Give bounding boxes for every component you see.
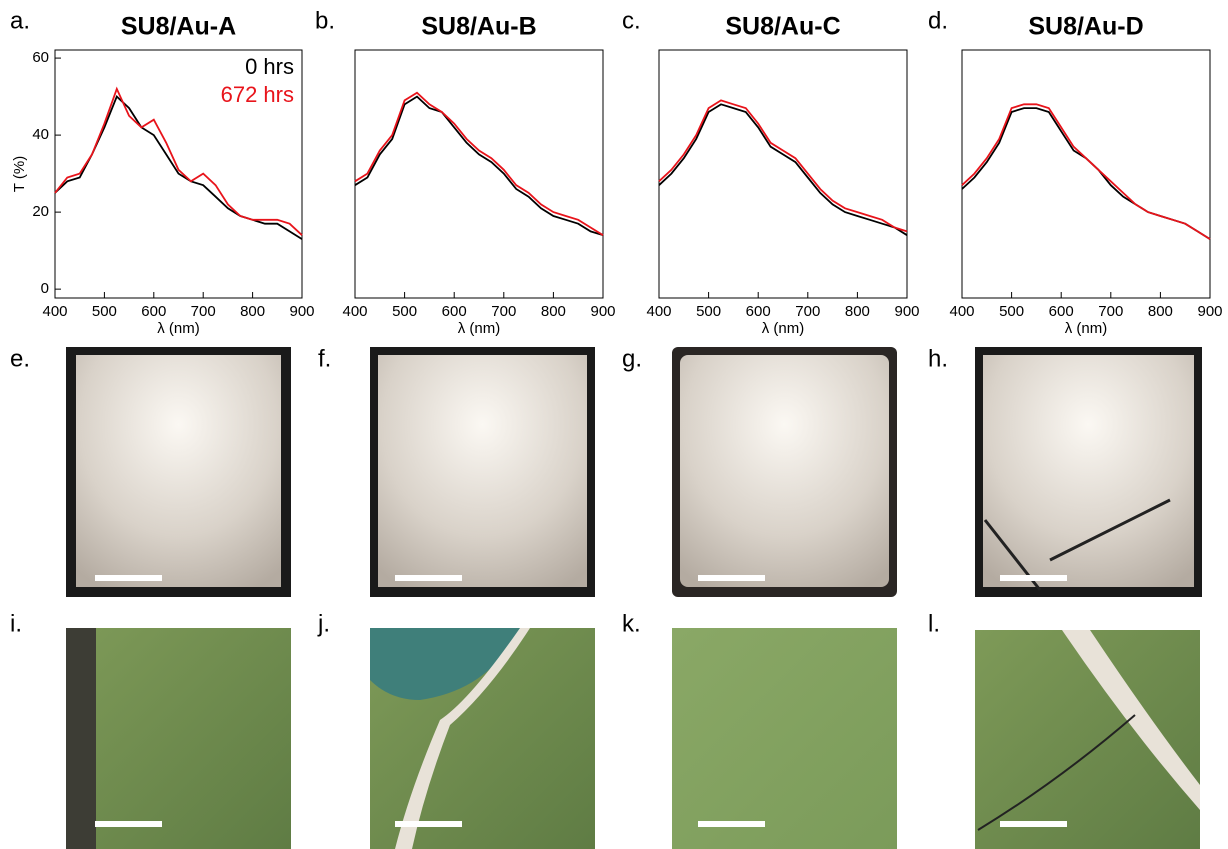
panel-label: g. <box>622 345 642 372</box>
chart-title: SU8/Au-D <box>1028 13 1143 41</box>
panel-label: a. <box>10 7 30 34</box>
photo-g-inner <box>680 355 889 587</box>
scale-bar <box>698 575 765 581</box>
plot-frame <box>961 49 1211 299</box>
x-tick-label: 500 <box>392 303 417 320</box>
x-tick-label: 800 <box>1148 303 1173 320</box>
plot-frame <box>658 49 908 299</box>
series-line <box>54 86 303 236</box>
x-tick-label: 900 <box>289 303 314 320</box>
photo-l-fold <box>977 714 1136 831</box>
photo-e-inner <box>76 355 281 587</box>
photo-l-crack <box>1062 630 1200 810</box>
scale-bar <box>95 821 162 827</box>
x-tick-label: 500 <box>696 303 721 320</box>
photo-h-inner <box>983 355 1194 587</box>
panel-label: e. <box>10 345 30 372</box>
x-tick-label: 700 <box>1098 303 1123 320</box>
x-tick-label: 800 <box>541 303 566 320</box>
x-tick-label: 700 <box>491 303 516 320</box>
scale-bar <box>395 821 462 827</box>
panel-label: h. <box>928 345 948 372</box>
scale-bars <box>95 575 1067 827</box>
scale-bar <box>95 575 162 581</box>
chart-title: SU8/Au-C <box>725 13 840 41</box>
series-line <box>354 91 604 236</box>
panel-label: f. <box>318 345 331 372</box>
panel-label: i. <box>10 610 22 637</box>
legend-entry: 0 hrs <box>245 54 294 79</box>
y-tick-label: 0 <box>41 280 49 297</box>
panel-label: b. <box>315 7 335 34</box>
y-tick-label: 20 <box>32 203 49 220</box>
panel-label: d. <box>928 7 948 34</box>
series-line <box>961 103 1211 240</box>
x-tick-label: 800 <box>240 303 265 320</box>
series-line <box>354 95 604 237</box>
panel-label: k. <box>622 610 641 637</box>
x-tick-label: 400 <box>42 303 67 320</box>
x-tick-label: 500 <box>999 303 1024 320</box>
y-axis-label: T (%) <box>11 156 28 192</box>
x-tick-label: 600 <box>442 303 467 320</box>
scale-bar <box>1000 821 1067 827</box>
x-tick-label: 800 <box>845 303 870 320</box>
x-tick-label: 700 <box>795 303 820 320</box>
plot-frame <box>54 49 303 299</box>
x-tick-label: 600 <box>141 303 166 320</box>
y-tick-label: 40 <box>32 126 49 143</box>
scale-bar <box>1000 575 1067 581</box>
photo-i-edge <box>66 628 96 849</box>
chart-title: SU8/Au-B <box>421 13 536 41</box>
x-tick-label: 500 <box>92 303 117 320</box>
x-tick-label: 400 <box>646 303 671 320</box>
photo-k <box>672 628 897 849</box>
x-axis-label: λ (nm) <box>762 320 805 337</box>
y-tick-label: 60 <box>32 49 49 66</box>
panel-label: j. <box>317 610 330 637</box>
x-axis-label: λ (nm) <box>157 320 200 337</box>
x-tick-label: 900 <box>1197 303 1222 320</box>
x-axis-label: λ (nm) <box>458 320 501 337</box>
x-tick-label: 400 <box>949 303 974 320</box>
chart-title: SU8/Au-A <box>121 13 236 41</box>
panel-label: l. <box>928 610 940 637</box>
x-tick-label: 600 <box>746 303 771 320</box>
photo-f-inner <box>378 355 587 587</box>
plot-frame <box>354 49 604 299</box>
x-axis-label: λ (nm) <box>1065 320 1108 337</box>
x-tick-label: 700 <box>191 303 216 320</box>
photos <box>66 347 1202 849</box>
photo-j-blue <box>370 628 520 700</box>
x-tick-label: 900 <box>894 303 919 320</box>
series-line <box>658 99 908 233</box>
x-tick-label: 600 <box>1049 303 1074 320</box>
x-tick-label: 400 <box>342 303 367 320</box>
legend-entry: 672 hrs <box>221 82 294 107</box>
scale-bar <box>395 575 462 581</box>
photo-i <box>66 628 291 849</box>
series-line <box>658 103 908 236</box>
x-tick-label: 900 <box>590 303 615 320</box>
scale-bar <box>698 821 765 827</box>
panel-label: c. <box>622 7 641 34</box>
